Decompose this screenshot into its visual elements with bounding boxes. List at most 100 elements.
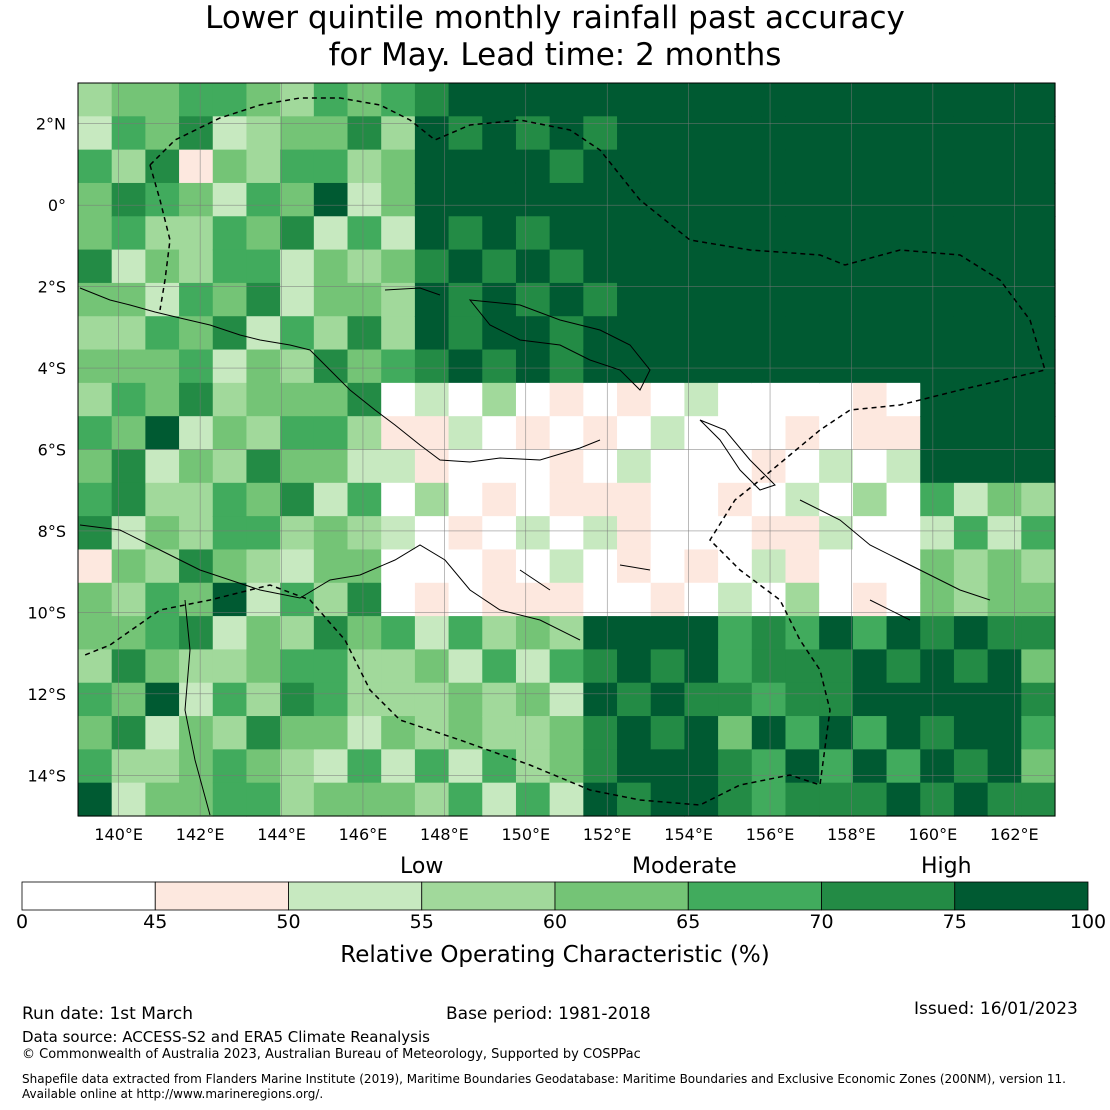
- grid-cell: [886, 349, 921, 384]
- grid-cell: [650, 249, 686, 284]
- grid-cell: [212, 382, 248, 417]
- map-frame: [77, 82, 1056, 817]
- y-tick-label: 4°S: [38, 359, 66, 378]
- grid-cell: [111, 349, 146, 384]
- grid-cell: [78, 316, 113, 351]
- grid-cell: [953, 716, 989, 750]
- grid-cell: [751, 249, 787, 284]
- colorbar-segment: [554, 881, 689, 911]
- grid-cell: [819, 716, 854, 750]
- grid-cell: [751, 716, 787, 750]
- grid-cell: [381, 182, 416, 217]
- grid-cell: [515, 582, 551, 617]
- grid-cell: [448, 216, 483, 251]
- grid-cell: [718, 749, 753, 784]
- grid-cell: [280, 382, 315, 417]
- grid-cell: [313, 649, 349, 684]
- grid-cell: [179, 616, 214, 651]
- grid-cell: [920, 116, 955, 151]
- grid-cell: [246, 349, 281, 384]
- grid-cell: [718, 616, 753, 651]
- grid-cell: [886, 416, 921, 451]
- grid-cell: [953, 316, 989, 351]
- grid-cell: [819, 649, 854, 684]
- colorbar-segment: [21, 881, 156, 911]
- grid-cell: [718, 416, 753, 451]
- grid-cell: [987, 416, 1022, 451]
- grid-cell: [179, 216, 214, 251]
- grid-cell: [886, 216, 921, 251]
- grid-cell: [987, 83, 1022, 117]
- grid-cell: [886, 182, 921, 217]
- grid-cell: [280, 116, 315, 151]
- x-tick-label: 148°E: [420, 825, 469, 844]
- issued-date: Issued: 16/01/2023: [914, 999, 1078, 1019]
- grid-cell: [145, 782, 180, 817]
- grid-cell: [347, 682, 382, 717]
- grid-cell: [111, 416, 146, 451]
- grid-cell: [179, 649, 214, 684]
- grid-cell: [819, 249, 854, 284]
- grid-cell: [482, 549, 517, 584]
- grid-cell: [482, 582, 517, 617]
- grid-cell: [246, 316, 281, 351]
- x-tick-label: 158°E: [827, 825, 876, 844]
- grid-cell: [684, 682, 719, 717]
- grid-cell: [852, 182, 888, 217]
- grid-cell: [280, 316, 315, 351]
- grid-cell: [852, 682, 888, 717]
- grid-cell: [347, 416, 382, 451]
- grid-cell: [650, 582, 686, 617]
- grid-cell: [617, 549, 652, 584]
- grid-cell: [987, 582, 1022, 617]
- grid-cell: [515, 482, 551, 517]
- grid-cell: [482, 382, 517, 417]
- grid-cell: [650, 482, 686, 517]
- grid-cell: [347, 249, 382, 284]
- grid-cell: [785, 382, 820, 417]
- grid-cell: [179, 516, 214, 551]
- accuracy-grid: [78, 83, 1056, 817]
- grid-cell: [313, 416, 349, 451]
- grid-cell: [819, 216, 854, 251]
- x-tick-label: 146°E: [339, 825, 388, 844]
- grid-cell: [886, 616, 921, 651]
- grid-cell: [515, 516, 551, 551]
- grid-cell: [246, 182, 281, 217]
- grid-cell: [920, 83, 955, 117]
- grid-cell: [246, 416, 281, 451]
- grid-cell: [212, 782, 248, 817]
- grid-cell: [179, 382, 214, 417]
- grid-cell: [212, 616, 248, 651]
- grid-cell: [145, 349, 180, 384]
- grid-cell: [549, 582, 584, 617]
- grid-cell: [515, 149, 551, 184]
- grid-cell: [179, 83, 214, 117]
- grid-cell: [953, 582, 989, 617]
- grid-cell: [515, 449, 551, 484]
- grid-cell: [617, 749, 652, 784]
- grid-cell: [617, 582, 652, 617]
- grid-cell: [1021, 249, 1056, 284]
- grid-cell: [414, 83, 450, 117]
- grid-cell: [650, 782, 686, 817]
- grid-cell: [448, 482, 483, 517]
- grid-cell: [583, 749, 618, 784]
- grid-cell: [819, 549, 854, 584]
- grid-cell: [212, 182, 248, 217]
- grid-cell: [414, 549, 450, 584]
- grid-cell: [953, 282, 989, 317]
- grid-cell: [886, 282, 921, 317]
- grid-cell: [785, 716, 820, 750]
- grid-cell: [1021, 716, 1056, 750]
- grid-cell: [785, 316, 820, 351]
- grid-cell: [179, 449, 214, 484]
- grid-cell: [852, 616, 888, 651]
- grid-cell: [145, 282, 180, 317]
- grid-cell: [751, 282, 787, 317]
- grid-cell: [347, 482, 382, 517]
- grid-cell: [987, 316, 1022, 351]
- grid-cell: [684, 83, 719, 117]
- grid-cell: [78, 549, 113, 584]
- grid-cell: [179, 149, 214, 184]
